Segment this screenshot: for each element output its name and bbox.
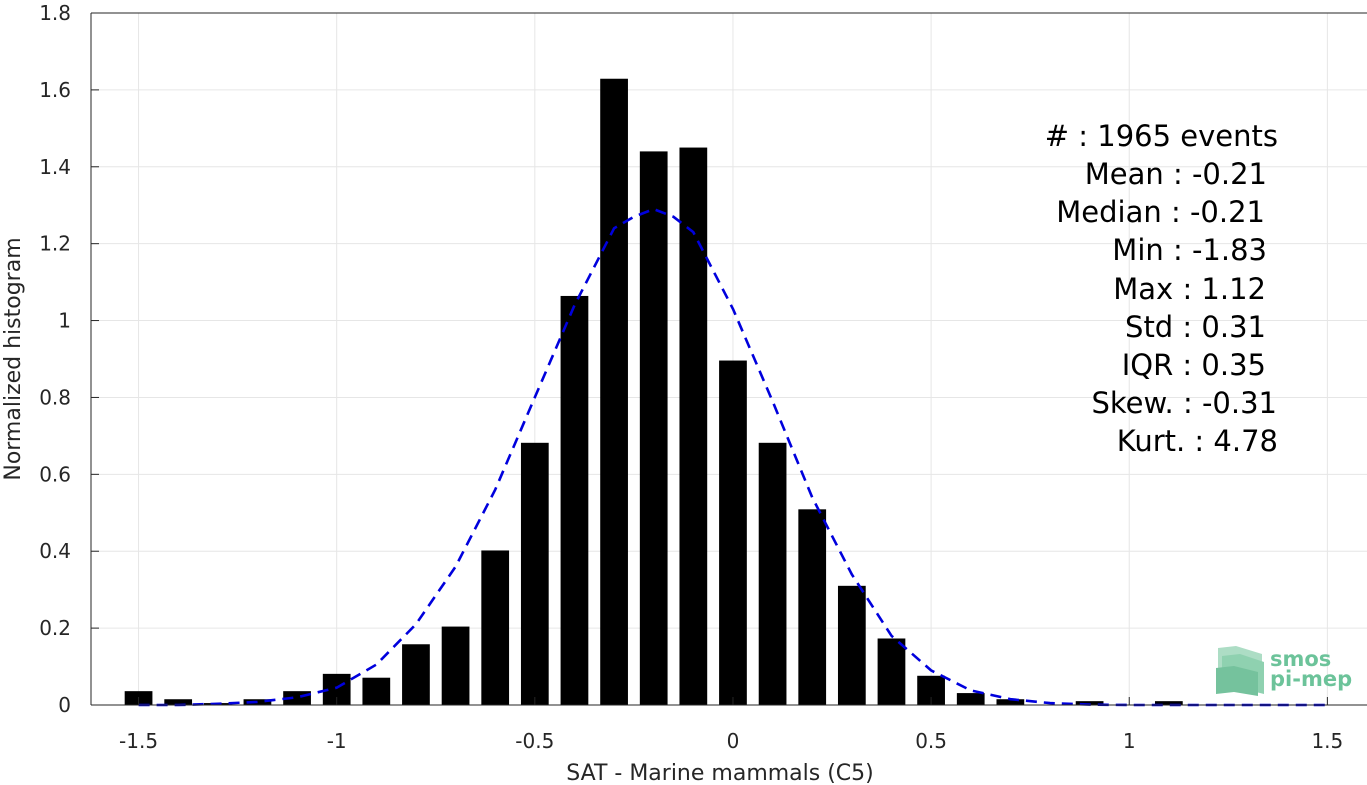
x-tick-label: -1 (327, 729, 347, 753)
histogram-bar (164, 699, 193, 705)
histogram-bar (956, 693, 985, 705)
histogram-bar (402, 644, 430, 705)
histogram-bar (560, 295, 589, 705)
histogram-bar (639, 151, 668, 705)
stats-median: Median : -0.21 (1056, 195, 1265, 229)
stats-max: Max : 1.12 (1113, 272, 1266, 306)
histogram-bar (600, 78, 628, 706)
stats-kurt: Kurt. : 4.78 (1117, 424, 1278, 458)
stats-std: Std : 0.31 (1125, 310, 1266, 344)
histogram-bar (520, 442, 549, 705)
histogram-bar (679, 147, 708, 706)
y-tick-label: 0 (58, 693, 71, 717)
y-tick-label: 0.4 (39, 539, 71, 563)
x-tick-label: 1.5 (1311, 729, 1343, 753)
histogram-bar (481, 550, 510, 705)
y-tick-label: 0.6 (39, 462, 71, 486)
histogram-bar (441, 626, 470, 705)
histogram-bar (1075, 701, 1104, 705)
stats-mean: Mean : -0.21 (1085, 157, 1267, 191)
histogram-bar (877, 638, 906, 705)
y-tick-label: 0.2 (39, 616, 71, 640)
histogram-bar (362, 677, 391, 705)
stats-skew: Skew. : -0.31 (1091, 386, 1277, 420)
logo-text-smos: smos (1270, 647, 1331, 671)
histogram-bar (1154, 701, 1183, 705)
histogram-bar (798, 509, 827, 705)
y-tick-label: 0.8 (39, 385, 71, 409)
x-tick-label: 1 (1123, 729, 1136, 753)
x-tick-label: -1.5 (119, 729, 158, 753)
y-ticks: 0 0.2 0.4 0.6 0.8 1 1.2 1.4 1.6 1.8 (39, 1, 99, 717)
histogram-bar (837, 585, 866, 705)
y-tick-label: 1.2 (39, 232, 71, 256)
histogram-bar (719, 360, 747, 705)
logo-text-pimep: pi-mep (1270, 667, 1352, 691)
y-axis-label: Normalized histogram (1, 237, 26, 480)
axes (90, 12, 1367, 706)
stats-iqr: IQR : 0.35 (1122, 348, 1266, 382)
x-axis-label: SAT - Marine mammals (C5) (566, 761, 874, 785)
x-ticks: -1.5 -1 -0.5 0 0.5 1 1.5 (119, 697, 1343, 753)
y-tick-label: 1.4 (39, 155, 71, 179)
histogram-bar (996, 699, 1025, 705)
smos-pimep-logo: smos pi-mep (1216, 646, 1352, 696)
histogram-bar (758, 442, 787, 705)
stats-count: # : 1965 events (1045, 119, 1278, 153)
stats-min: Min : -1.83 (1112, 233, 1267, 267)
y-tick-label: 1.8 (39, 1, 71, 25)
stats-box: # : 1965 events Mean : -0.21 Median : -0… (1045, 119, 1278, 458)
x-tick-label: 0.5 (915, 729, 947, 753)
x-tick-label: 0 (727, 729, 740, 753)
logo-emblem-icon (1216, 646, 1264, 696)
histogram-bars (124, 78, 1183, 706)
x-tick-label: -0.5 (515, 729, 554, 753)
y-tick-label: 1.6 (39, 78, 71, 102)
y-tick-label: 1 (58, 309, 71, 333)
